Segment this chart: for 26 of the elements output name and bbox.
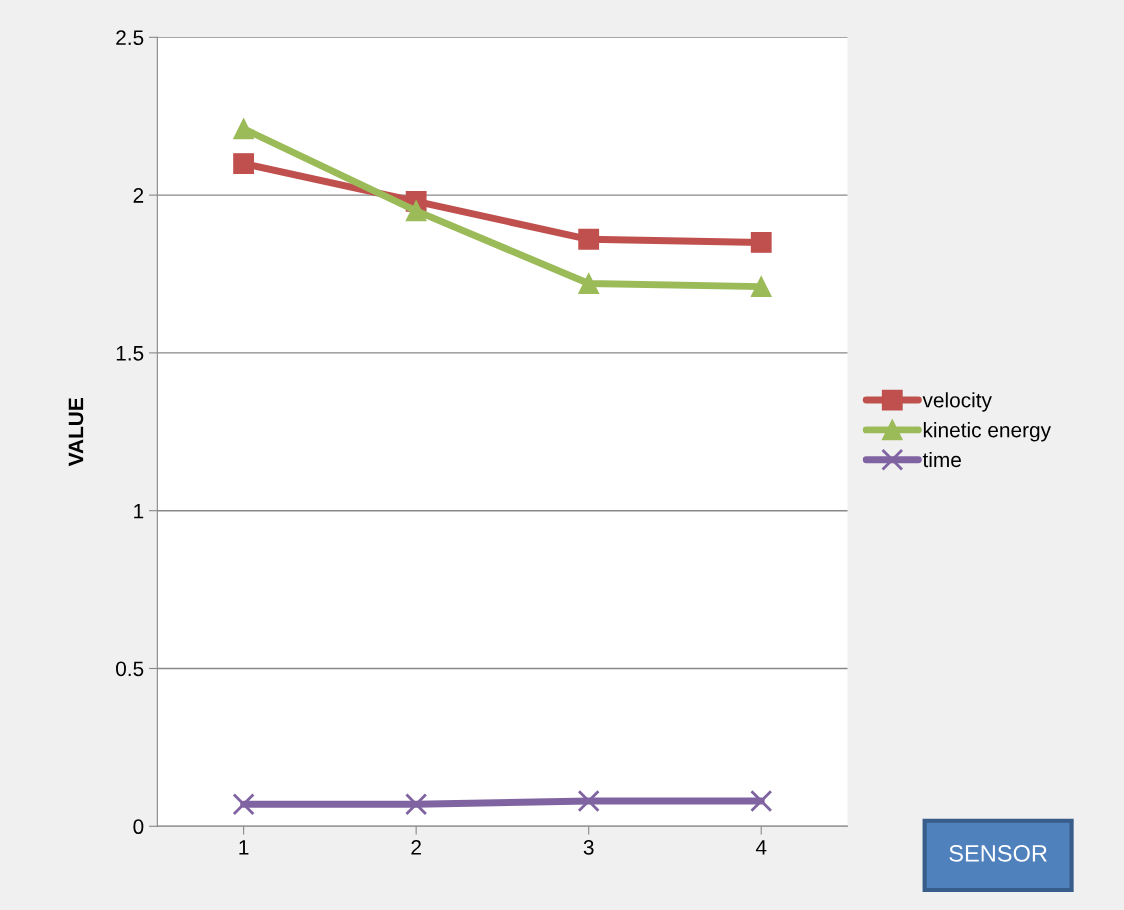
point <box>232 793 255 816</box>
x-axis-title: SENSOR <box>949 845 1047 862</box>
x-tick-label: 3 <box>583 840 594 855</box>
point <box>750 276 772 298</box>
y-tick-label: 0 <box>133 819 144 835</box>
point <box>233 153 255 174</box>
point <box>405 793 428 816</box>
x-tick-label: 1 <box>239 840 249 855</box>
y-tick-label: 2 <box>133 188 144 203</box>
legend-label: velocity <box>922 392 992 412</box>
y-tick-label: 0.5 <box>116 661 144 677</box>
point <box>750 789 773 813</box>
point <box>577 789 600 813</box>
point <box>578 273 600 294</box>
y-axis-title: VALUE <box>68 398 84 467</box>
x-tick-label: 4 <box>755 840 767 855</box>
point <box>578 228 600 250</box>
point <box>405 200 427 222</box>
point <box>750 232 772 253</box>
y-tick-label: 1.5 <box>116 346 144 361</box>
y-tick-label: 2.5 <box>116 30 144 46</box>
legend-label: kinetic energy <box>923 422 1051 442</box>
legend-label: time <box>922 451 961 468</box>
x-tick-label: 2 <box>411 840 421 855</box>
y-tick-label: 1 <box>134 503 144 519</box>
point <box>233 118 255 140</box>
